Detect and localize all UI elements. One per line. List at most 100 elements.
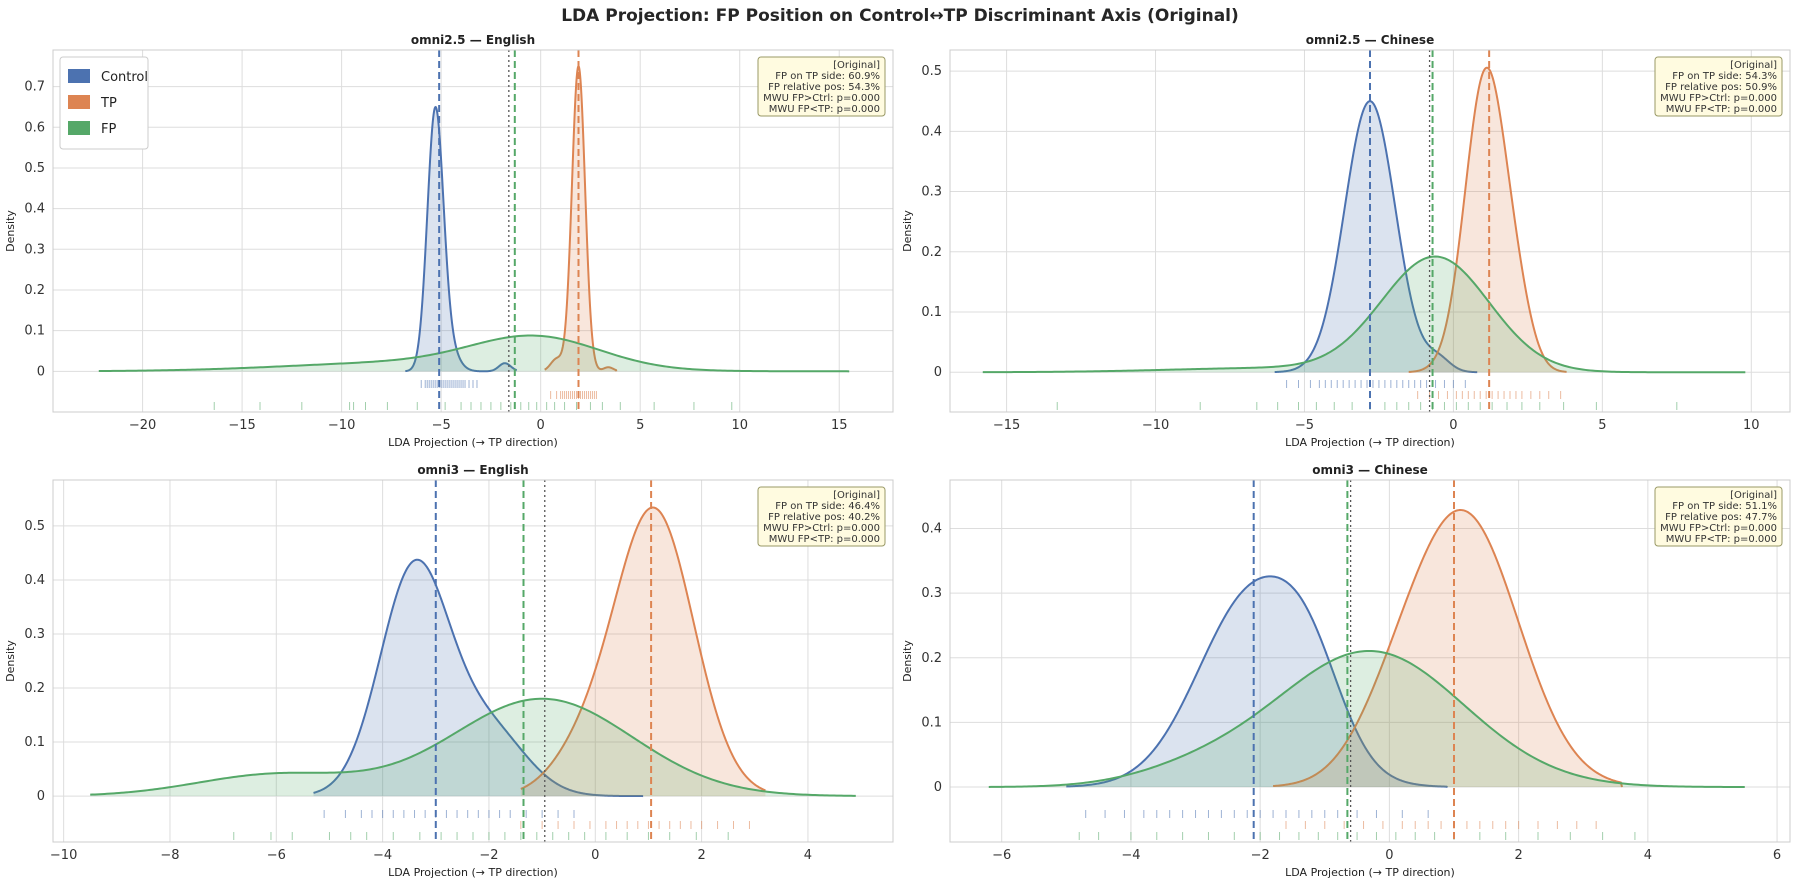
x-tick-label: −5 xyxy=(1295,418,1314,433)
density-curve-control xyxy=(1274,100,1478,374)
stats-annotation-line: FP relative pos: 47.7% xyxy=(1665,512,1777,523)
chart-panel-3: −10 −8 −6 −4 −2 0 2 4 0 0.1 0.2 0.3 0.4 0.5 omni3 — En… xyxy=(4,463,894,879)
legend-swatch-fp xyxy=(68,121,90,135)
density-curve-tp xyxy=(544,65,618,372)
stats-annotation-line: FP relative pos: 50.9% xyxy=(1665,82,1777,93)
x-tick-label: 0 xyxy=(537,418,545,433)
density-fill-fp xyxy=(90,698,856,797)
density-fill-fp xyxy=(98,335,850,372)
x-tick-label: −10 xyxy=(1142,418,1169,433)
x-tick-label: −2 xyxy=(1251,848,1270,863)
density-fill-tp xyxy=(1408,67,1567,373)
x-tick-label: −4 xyxy=(1121,848,1140,863)
y-tick-label: 0.3 xyxy=(24,242,45,257)
y-tick-label: 0.3 xyxy=(921,586,942,601)
y-tick-label: 0.2 xyxy=(921,245,942,260)
x-tick-label: −8 xyxy=(160,848,179,863)
x-tick-label: −10 xyxy=(328,418,355,433)
density-curve-control xyxy=(1066,575,1448,788)
stats-annotation-line: FP on TP side: 51.1% xyxy=(1672,501,1777,512)
panel-title: omni2.5 — Chinese xyxy=(1306,33,1434,47)
density-fill-control xyxy=(1274,101,1478,373)
density-curve-tp xyxy=(1408,66,1567,373)
x-tick-label: −20 xyxy=(129,418,156,433)
density-fill-fp xyxy=(982,256,1746,373)
y-tick-label: 0 xyxy=(37,364,45,379)
legend-swatch-tp xyxy=(68,95,90,109)
x-axis-label: LDA Projection (→ TP direction) xyxy=(1285,436,1455,449)
stats-annotation-line: [Original] xyxy=(833,490,880,501)
stats-annotation-line: [Original] xyxy=(1730,490,1777,501)
x-tick-label: −6 xyxy=(992,848,1011,863)
plot-frame xyxy=(52,49,894,413)
stats-annotation-line: [Original] xyxy=(833,60,880,71)
x-tick-label: −15 xyxy=(993,418,1020,433)
y-tick-label: 0.2 xyxy=(921,651,942,666)
legend-swatch-control xyxy=(68,69,90,83)
density-fill-control xyxy=(1066,576,1448,788)
x-axis-label: LDA Projection (→ TP direction) xyxy=(1285,866,1455,879)
panel-title: omni3 — Chinese xyxy=(1312,463,1428,477)
stats-annotation-line: [Original] xyxy=(1730,60,1777,71)
stats-annotation-line: FP relative pos: 54.3% xyxy=(768,82,880,93)
stats-annotation-line: MWU FP<TP: p=0.000 xyxy=(769,104,880,115)
stats-annotation-line: MWU FP>Ctrl: p=0.000 xyxy=(763,93,880,104)
density-curve-control xyxy=(405,105,518,373)
density-fill-control xyxy=(313,559,644,797)
y-tick-label: 0.1 xyxy=(921,715,942,730)
density-curve-fp xyxy=(982,255,1746,374)
x-tick-label: 5 xyxy=(1598,418,1606,433)
chart-panel-2: −15 −10 −5 0 5 10 0 0.1 0.2 0.3 0.4 0.5 omni2.5 — Ch… xyxy=(901,33,1791,449)
chart-panel-1: −20 −15 −10 −5 0 5 10 15 0 0.1 0.2 0.3 0.4 0.5 0.6 0.7 o… xyxy=(4,33,894,449)
x-tick-label: −2 xyxy=(479,848,498,863)
x-tick-label: 10 xyxy=(1743,418,1760,433)
stats-annotation-line: FP on TP side: 54.3% xyxy=(1672,71,1777,82)
density-curve-tp xyxy=(520,506,766,792)
y-tick-label: 0.5 xyxy=(24,161,45,176)
y-axis-label: Density xyxy=(4,210,17,252)
x-tick-label: −10 xyxy=(50,848,77,863)
x-axis-label: LDA Projection (→ TP direction) xyxy=(388,436,558,449)
y-tick-label: 0.1 xyxy=(24,735,45,750)
chart-panel-4: −6 −4 −2 0 2 4 6 0 0.1 0.2 0.3 0.4 omni3 — Chinese LD… xyxy=(901,463,1791,879)
density-curve-tp xyxy=(1273,508,1623,788)
x-tick-label: −15 xyxy=(228,418,255,433)
y-tick-label: 0.1 xyxy=(921,305,942,320)
stats-annotation-line: MWU FP<TP: p=0.000 xyxy=(1666,534,1777,545)
y-tick-label: 0.7 xyxy=(24,80,45,95)
figure-title: LDA Projection: FP Position on Control↔T… xyxy=(561,6,1239,26)
x-tick-label: −6 xyxy=(267,848,286,863)
y-tick-label: 0.6 xyxy=(24,120,45,135)
stats-annotation-line: MWU FP<TP: p=0.000 xyxy=(769,534,880,545)
density-fill-control xyxy=(405,107,517,372)
density-fill-fp xyxy=(988,650,1745,788)
x-tick-label: 0 xyxy=(1385,848,1393,863)
y-tick-label: 0.4 xyxy=(24,202,45,217)
x-tick-label: 2 xyxy=(697,848,705,863)
stats-annotation-line: MWU FP>Ctrl: p=0.000 xyxy=(1660,523,1777,534)
y-tick-label: 0.1 xyxy=(24,324,45,339)
stats-annotation-line: FP on TP side: 60.9% xyxy=(775,71,880,82)
x-tick-label: 0 xyxy=(1449,418,1457,433)
panel-title: omni3 — English xyxy=(417,463,528,477)
plot-frame xyxy=(949,479,1791,843)
density-curve-control xyxy=(313,558,644,798)
stats-annotation-box xyxy=(757,56,886,117)
y-tick-label: 0.2 xyxy=(24,681,45,696)
y-tick-label: 0.4 xyxy=(921,124,942,139)
x-tick-label: 5 xyxy=(636,418,644,433)
legend-label-tp: TP xyxy=(100,96,117,111)
x-tick-label: 0 xyxy=(591,848,599,863)
stats-annotation-box xyxy=(757,486,886,547)
x-tick-label: −4 xyxy=(373,848,392,863)
y-tick-label: 0.2 xyxy=(24,283,45,298)
y-tick-label: 0.5 xyxy=(24,519,45,534)
density-curve-fp xyxy=(988,649,1745,789)
x-tick-label: 2 xyxy=(1514,848,1522,863)
y-tick-label: 0 xyxy=(934,365,942,380)
legend-label-fp: FP xyxy=(101,122,116,137)
legend-label-control: Control xyxy=(101,70,148,85)
y-tick-label: 0 xyxy=(37,789,45,804)
